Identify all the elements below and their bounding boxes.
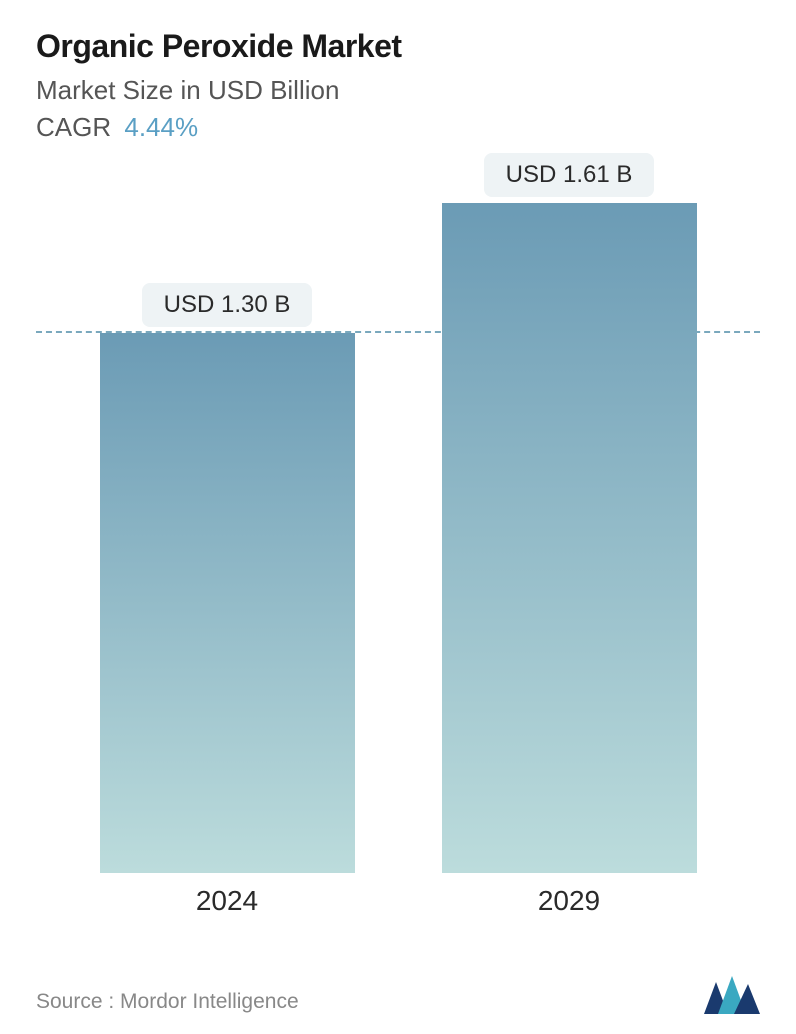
bar-value-label-0: USD 1.30 B (142, 283, 313, 327)
bar-0 (100, 333, 355, 873)
brand-logo-icon (704, 974, 760, 1014)
cagr-value: 4.44% (124, 112, 198, 142)
x-label-0: 2024 (100, 885, 355, 917)
cagr-label: CAGR (36, 112, 111, 142)
x-axis-labels: 2024 2029 (36, 873, 760, 917)
source-text: Source : Mordor Intelligence (36, 990, 299, 1014)
x-label-1: 2029 (442, 885, 697, 917)
chart-inner: USD 1.30 B USD 1.61 B (36, 193, 760, 873)
chart-title: Organic Peroxide Market (36, 28, 760, 65)
bar-group-0: USD 1.30 B (100, 283, 355, 873)
chart-area: USD 1.30 B USD 1.61 B 2024 2029 (36, 193, 760, 934)
cagr-row: CAGR 4.44% (36, 112, 760, 143)
chart-container: Organic Peroxide Market Market Size in U… (0, 0, 796, 1034)
chart-subtitle: Market Size in USD Billion (36, 75, 760, 106)
bar-value-label-1: USD 1.61 B (484, 153, 655, 197)
footer: Source : Mordor Intelligence (36, 944, 760, 1014)
bar-1 (442, 203, 697, 873)
bar-group-1: USD 1.61 B (442, 153, 697, 873)
